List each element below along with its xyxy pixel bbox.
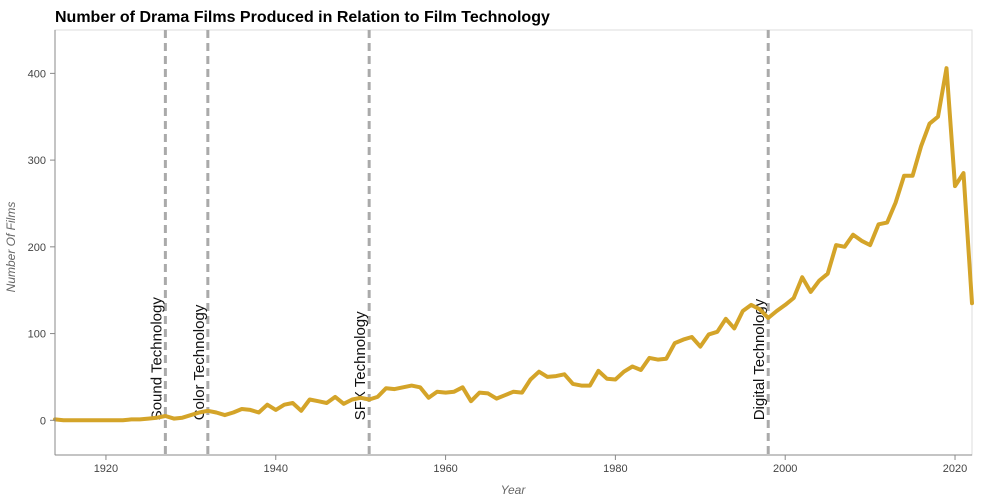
y-tick-label: 200	[28, 242, 46, 254]
event-label: Sound Technology	[148, 297, 165, 421]
x-tick-label: 2020	[943, 463, 967, 475]
x-tick-label: 1960	[433, 463, 457, 475]
y-tick-label: 100	[28, 329, 46, 341]
x-tick-label: 1940	[264, 463, 288, 475]
event-label: Digital Technology	[751, 298, 768, 420]
y-tick-label: 0	[40, 415, 46, 427]
y-axis-label: Number Of Films	[4, 202, 18, 293]
event-markers: Sound Technology Color Technology SFX Tech…	[148, 30, 770, 455]
x-tick-label: 1920	[94, 463, 118, 475]
y-tick-label: 300	[28, 155, 46, 167]
event-label: Color Technology	[191, 304, 208, 420]
x-axis-label: Year	[501, 483, 527, 497]
x-tick-label: 1980	[603, 463, 627, 475]
y-tick-label: 400	[28, 68, 46, 80]
axes: 1920 1940 1960 1980 2000 2020 0 100 200 300 400	[28, 30, 972, 475]
x-tick-label: 2000	[773, 463, 797, 475]
series-line	[53, 66, 974, 423]
chart-title: Number of Drama Films Produced in Relati…	[55, 9, 550, 26]
event-label: SFX Technology	[352, 311, 369, 420]
series-layer	[53, 66, 974, 423]
